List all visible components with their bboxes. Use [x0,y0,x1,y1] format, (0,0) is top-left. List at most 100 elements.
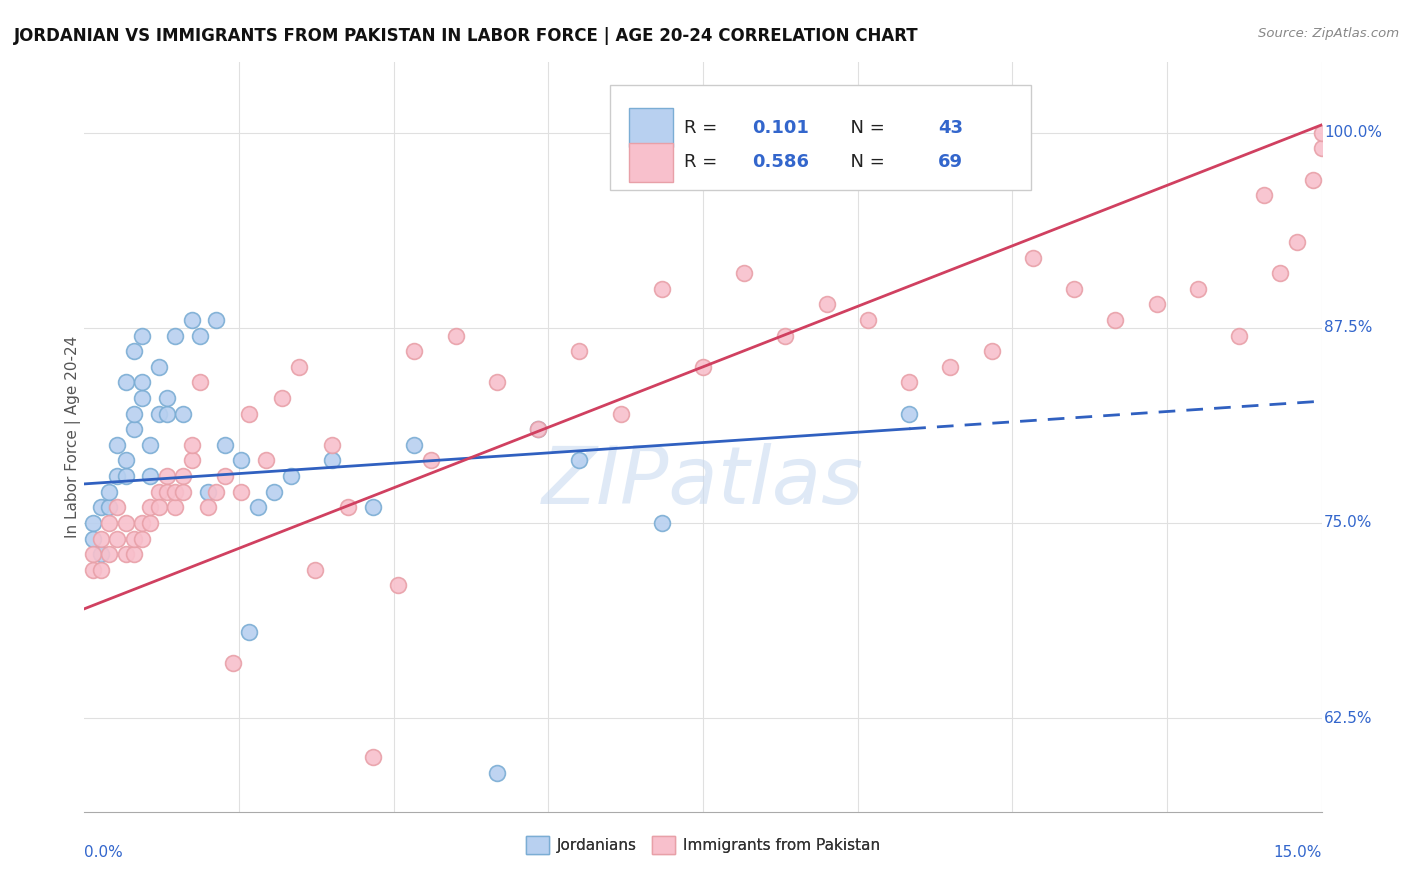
Point [229,484,252,499]
Point [131,328,153,343]
Point [387,578,409,592]
Point [288,359,311,374]
Point [444,328,467,343]
Point [1310,141,1333,155]
Point [271,391,294,405]
Legend: Jordanians, Immigrants from Pakistan: Jordanians, Immigrants from Pakistan [520,830,886,860]
Point [188,328,211,343]
Point [980,344,1002,359]
Text: 0.101: 0.101 [752,119,810,136]
Point [165,484,187,499]
Point [1104,313,1126,327]
Point [1022,251,1045,265]
Text: 69: 69 [938,153,963,171]
Text: 75.0%: 75.0% [1324,516,1372,531]
Point [139,438,162,452]
Point [98,500,121,515]
Point [1270,266,1292,280]
Text: 0.586: 0.586 [752,153,810,171]
Point [527,422,550,436]
Text: 15.0%: 15.0% [1274,846,1322,861]
Point [165,500,187,515]
Point [122,344,145,359]
Point [156,484,179,499]
Point [1310,126,1333,140]
Point [1146,297,1168,311]
Point [122,422,145,436]
Point [485,376,508,390]
Point [105,500,128,515]
Text: ZIPatlas: ZIPatlas [541,443,865,521]
Point [246,500,269,515]
Point [404,344,426,359]
Point [856,313,879,327]
Point [651,282,673,296]
Point [90,500,112,515]
Point [1285,235,1308,249]
Point [131,532,153,546]
Point [1227,328,1250,343]
Point [898,407,921,421]
Point [90,532,112,546]
Point [197,500,219,515]
Point [148,407,170,421]
Point [222,657,245,671]
Point [98,484,121,499]
Point [139,469,162,483]
Point [114,469,136,483]
Point [122,532,145,546]
Point [131,391,153,405]
Point [304,563,326,577]
Point [90,547,112,561]
Point [733,266,755,280]
Point [321,453,343,467]
Point [568,453,591,467]
Point [214,469,236,483]
Point [238,625,260,640]
Point [148,484,170,499]
Point [139,516,162,530]
Point [165,328,187,343]
Text: 43: 43 [938,119,963,136]
Y-axis label: In Labor Force | Age 20-24: In Labor Force | Age 20-24 [65,336,82,538]
Text: JORDANIAN VS IMMIGRANTS FROM PAKISTAN IN LABOR FORCE | AGE 20-24 CORRELATION CHA: JORDANIAN VS IMMIGRANTS FROM PAKISTAN IN… [14,27,918,45]
Point [180,313,202,327]
Point [156,391,179,405]
Point [114,453,136,467]
Point [197,484,219,499]
Point [131,376,153,390]
Point [90,563,112,577]
Point [139,500,162,515]
Point [419,453,441,467]
Point [238,407,260,421]
Point [692,359,714,374]
Point [148,359,170,374]
Text: Source: ZipAtlas.com: Source: ZipAtlas.com [1258,27,1399,40]
Point [122,407,145,421]
Point [82,563,104,577]
Text: 100.0%: 100.0% [1324,125,1382,140]
Point [82,547,104,561]
Point [98,547,121,561]
Point [114,516,136,530]
Text: R =: R = [685,119,724,136]
Point [105,532,128,546]
Point [205,313,228,327]
Point [1063,282,1085,296]
Point [280,469,302,483]
Point [114,547,136,561]
Point [568,344,591,359]
Point [98,516,121,530]
Point [775,328,797,343]
Point [172,407,194,421]
Point [180,453,202,467]
Point [527,422,550,436]
Point [214,438,236,452]
Point [1302,172,1324,186]
Point [180,438,202,452]
Point [898,376,921,390]
Text: 87.5%: 87.5% [1324,320,1372,335]
Text: R =: R = [685,153,724,171]
Point [148,500,170,515]
Point [105,438,128,452]
